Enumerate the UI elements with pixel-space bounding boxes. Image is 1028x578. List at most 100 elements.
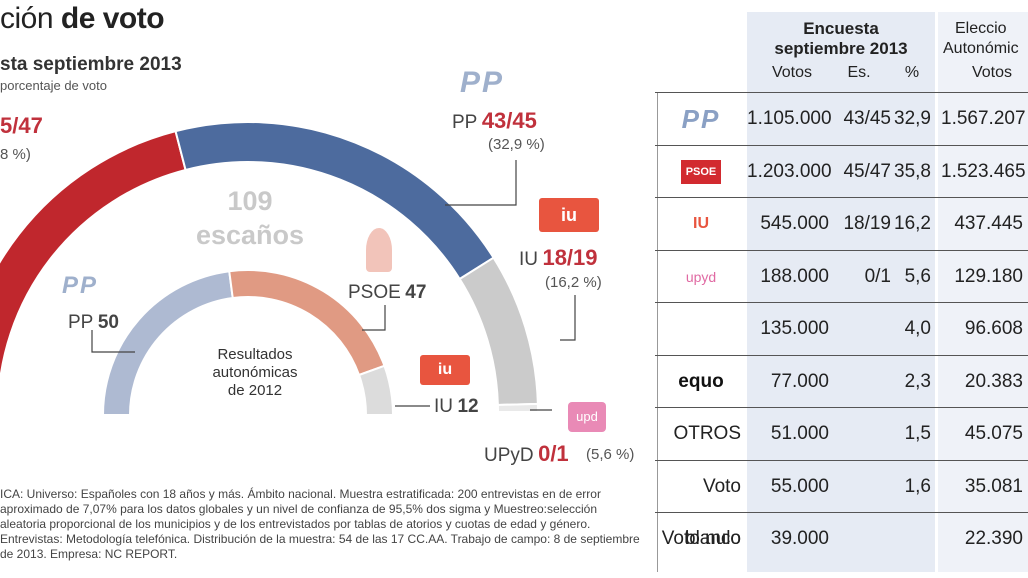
table-row: upyd 188.000 0/1 5,6 129.180 <box>655 249 1028 303</box>
table-row: equo 77.000 2,3 20.383 <box>655 354 1028 408</box>
party-cell: PSOE <box>655 146 747 198</box>
pp-logo-small: PP <box>62 272 99 299</box>
upyd-big-name: UPyD <box>484 445 534 466</box>
center-seats-number: 109 <box>227 186 273 216</box>
percent-cell: 5,6 <box>904 265 931 287</box>
results-2012-line1: Resultados <box>217 346 293 363</box>
votos-cell: 39.000 <box>770 528 829 549</box>
chart-title: ción de voto <box>0 2 165 36</box>
results-2012-line2: autonómicas <box>212 364 298 381</box>
seats-cell: 45/47 <box>843 160 891 182</box>
results-2012-label: Resultados autonómicas de 2012 <box>195 346 315 400</box>
votos-cell: 55.000 <box>770 475 829 497</box>
votos-cell: 77.000 <box>770 370 829 392</box>
psoe-small-seats: 47 <box>405 282 427 303</box>
survey-header-line2: septiembre 2013 <box>774 39 908 58</box>
iu-logo-big-text: iu <box>561 205 577 225</box>
election-votos-cell: 45.075 <box>964 423 1023 444</box>
percent-cell: 1,6 <box>904 475 931 497</box>
table-row: PP 1.105.000 43/45 32,9 1.567.207 <box>655 92 1028 145</box>
pp-big-pct: (32,9 %) <box>488 136 545 153</box>
percent-cell: 16,2 <box>894 213 931 234</box>
psoe-big-pct: 8 %) <box>0 146 31 163</box>
percent-cell: 1,5 <box>904 423 931 444</box>
election-votos-cell: 22.390 <box>964 528 1023 549</box>
table-left-rule <box>657 92 658 572</box>
table-row: 135.000 4,0 96.608 <box>655 302 1028 355</box>
election-votos-cell: 129.180 <box>954 265 1023 287</box>
center-seats-word: escaños <box>195 220 305 250</box>
party-cell <box>655 303 747 355</box>
seats-cell <box>831 356 891 408</box>
survey-header-line1: Encuesta <box>803 19 879 38</box>
psoe-logo-badge: PSOE <box>680 159 722 184</box>
pp-big-seats: 43/45 <box>481 108 537 133</box>
party-cell: IU <box>693 215 709 232</box>
survey-column-band <box>747 12 935 572</box>
upyd-big-label: UPyD 0/1 <box>484 441 569 467</box>
col-header-votos: Votos <box>771 64 813 81</box>
iu-logo-small-text: iu <box>437 361 453 378</box>
party-cell: equo <box>678 370 724 392</box>
title-prefix: ción <box>0 2 54 35</box>
pp-big-label: PP 43/45 <box>452 108 537 134</box>
seats-cell <box>831 513 891 565</box>
psoe-small-label: PSOE 47 <box>348 282 426 304</box>
chart-subnote: porcentaje de voto <box>0 78 107 93</box>
votos-cell: 51.000 <box>770 423 829 444</box>
psoe-small-name: PSOE <box>348 282 401 303</box>
iu-small-seats: 12 <box>457 396 479 417</box>
votos-cell: 1.105.000 <box>747 108 832 129</box>
elections-header: Eleccio Autonómic <box>943 19 1028 59</box>
votos-cell: 545.000 <box>760 213 829 234</box>
psoe-big-label: 5/47 <box>0 113 43 139</box>
upyd-arc-segment <box>496 402 540 413</box>
votos-cell: 1.203.000 <box>747 160 832 182</box>
title-bold: de voto <box>60 2 165 35</box>
chart-subtitle: sta septiembre 2013 <box>0 54 182 75</box>
party-cell: Voto nulo <box>661 528 741 549</box>
pp-small-seats: 50 <box>97 312 119 333</box>
pp-big-name: PP <box>452 112 478 133</box>
seats-cell <box>831 461 891 513</box>
iu-arc-segment <box>458 256 539 407</box>
iu-leader-line <box>560 295 576 341</box>
percent-cell: 35,8 <box>894 160 931 182</box>
election-votos-cell: 437.445 <box>954 213 1023 234</box>
percent-cell: 32,9 <box>894 108 931 129</box>
election-votos-cell: 35.081 <box>964 475 1023 497</box>
party-cell: PP <box>681 104 721 134</box>
seats-cell <box>831 408 891 460</box>
percent-cell <box>893 513 931 565</box>
iu-big-label: IU 18/19 <box>519 245 598 271</box>
election-votos-cell: 96.608 <box>964 318 1023 339</box>
psoe-rose-icon <box>366 228 392 272</box>
col-header-es: Es. <box>847 64 871 81</box>
pp-small-leader-line <box>91 330 135 353</box>
votos-cell: 188.000 <box>760 265 829 287</box>
elections-column-band <box>938 12 1028 572</box>
pp-leader-line <box>445 160 517 206</box>
pp-logo-big: PP <box>460 66 505 99</box>
upyd-big-pct: (5,6 %) <box>586 446 635 463</box>
votos-cell: 135.000 <box>760 318 829 339</box>
elections-header-line2: Autonómic <box>943 40 1019 57</box>
table-row: Voto nulo 39.000 22.390 <box>655 512 1028 565</box>
election-votos-cell: 1.567.207 <box>941 108 1026 129</box>
psoe-small-leader-line <box>362 305 386 331</box>
iu-logo-small: iu <box>420 355 470 385</box>
table-row: OTROS 51.000 1,5 45.075 <box>655 407 1028 460</box>
table-row: Voto blanco 55.000 1,6 35.081 <box>655 459 1028 549</box>
semicircle-charts <box>0 121 576 416</box>
party-cell: OTROS <box>673 423 741 444</box>
seats-cell: 43/45 <box>843 108 891 129</box>
results-2012-line3: de 2012 <box>227 382 283 399</box>
table-row: IU 545.000 18/19 16,2 437.445 <box>655 197 1028 250</box>
seats-cell: 18/19 <box>843 213 891 234</box>
seats-cell: 0/1 <box>864 265 891 287</box>
election-votos-cell: 1.523.465 <box>941 160 1026 182</box>
iu-logo-big: iu <box>539 198 599 232</box>
upyd-logo-big: upd <box>568 402 606 432</box>
iu-2012-arc-segment <box>357 364 395 416</box>
percent-cell: 4,0 <box>904 318 931 339</box>
